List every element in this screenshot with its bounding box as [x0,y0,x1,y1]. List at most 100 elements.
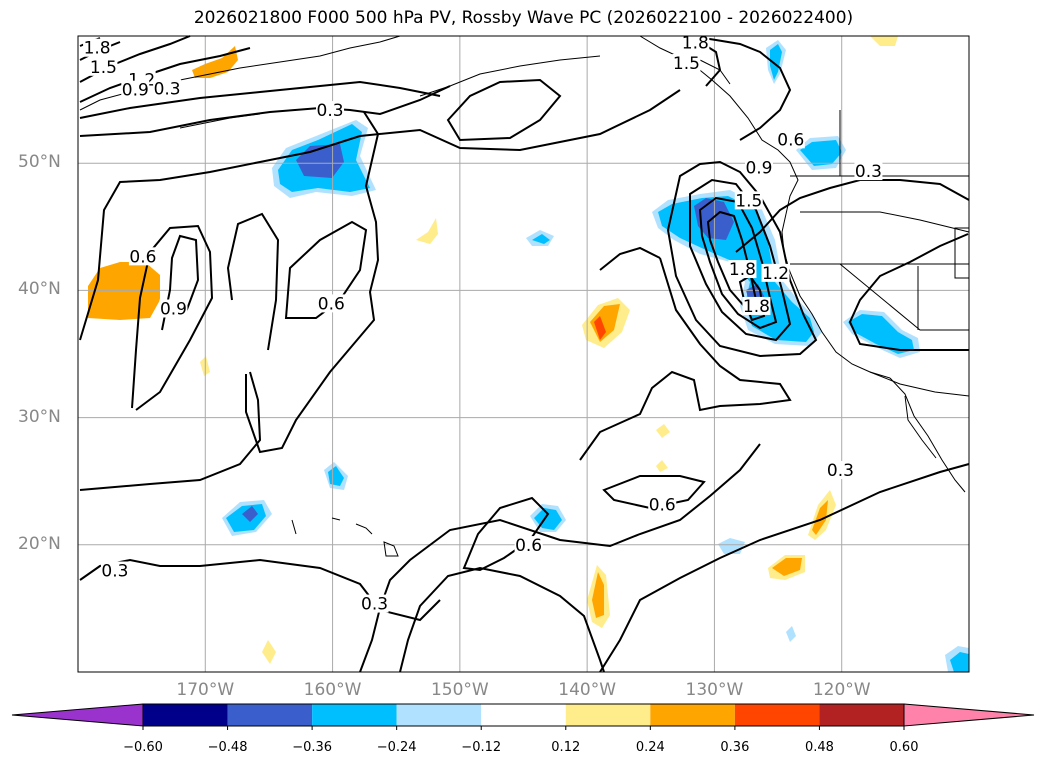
colorbar-tick-label: −0.36 [292,740,333,755]
pc-anomaly-patch [656,460,668,472]
coastline-segment [904,395,937,459]
contour-label-bg [742,296,771,315]
coastline-segment [839,263,969,331]
contour-label-bg [648,495,677,514]
latitude-label: 50°N [18,152,61,173]
latitude-label: 20°N [18,533,61,554]
contour-label-bg [681,33,710,52]
coastline-segment [291,519,297,535]
contour-label: 0.9 [745,158,772,178]
pv-contour-line [689,35,792,141]
colorbar-segment [819,704,904,726]
contour-label-bg [826,461,855,480]
colorbar [11,703,1035,730]
contour-label-bg [121,80,150,99]
colorbar-segment [481,704,566,726]
colorbar-segment [396,704,482,726]
contour-label: 0.3 [827,461,854,481]
contour-labels: 1.81.51.20.9 0.30.31.81.50.60.9 0.31.51.8 1… [83,33,883,615]
contour-label: 0.3 [855,162,882,182]
contour-label-bg [672,53,701,72]
contour-label: 1.2 [762,264,789,284]
pv-contour-line [79,371,262,491]
contour-label: 0.3 [317,101,344,121]
contour-label: 1.8 [743,297,770,317]
pv-contour-line [131,224,214,411]
pv-contour-line [379,599,441,622]
colorbar-extend-high [903,703,1035,727]
pc-anomaly-patch [656,424,670,438]
pv-contour-line [599,246,661,271]
contour-label-bg [83,38,112,57]
contour-label: 1.8 [84,39,111,59]
coastline-segment [419,55,601,97]
colorbar-segment [650,704,735,726]
longitude-label: 130°W [685,680,744,700]
pv-contour-line [359,443,761,673]
pc-anomaly-patch [812,500,828,535]
contour-label: 0.6 [129,247,156,267]
pv-contour-line [462,496,550,572]
pv-contour-line [689,178,792,342]
coastline-segment [331,517,341,521]
pc-anomaly-patch [88,262,160,320]
colorbar-segment [143,704,228,726]
contour-label: 1.5 [673,54,700,74]
pc-anomaly-patch [718,538,745,554]
pc-anomaly-patch [770,44,782,80]
pv-contour-line [79,89,681,341]
colorbar-outline [142,703,905,727]
pc-anomaly-patch [658,196,814,342]
pv-contour-line [245,111,380,454]
contour-label-bg [360,594,389,613]
longitude-label: 120°W [812,680,871,700]
pc-anomaly-patch [592,572,604,618]
pv-contour-line [79,80,441,119]
pc-anomaly-patch [950,652,969,672]
colorbar-segment [227,704,313,726]
latitude-label: 40°N [18,279,61,300]
contour-label-bg [728,260,757,279]
contour-label: 0.6 [515,536,542,556]
pc-anomaly-patch [786,626,796,642]
contour-label: 0.3 [154,79,181,99]
pv-contour-line [666,160,818,358]
colorbar-segment [312,704,397,726]
coastline-segment [800,211,970,233]
pc-shading-layer [88,36,969,672]
pv-contour-line [446,78,562,142]
coastline-segment [889,377,966,493]
pv-contour-line [848,233,969,351]
colorbar-tick-label: −0.12 [461,740,502,755]
pv-contours [79,35,970,673]
contour-label: 0.9 [160,299,187,319]
colorbar-tick-label: −0.24 [376,740,417,755]
longitude-label: 160°W [303,680,362,700]
colorbar-segment [734,704,820,726]
contour-label: 1.5 [90,58,117,78]
pv-contour-line [579,257,792,461]
pc-anomaly-patch [870,36,898,46]
contour-label-bg [316,101,345,120]
pv-contour-line [161,234,200,331]
colorbar-tick-label: 0.24 [635,740,665,755]
colorbar-extend-low [11,703,144,727]
pc-anomaly-patch [416,218,438,244]
pc-anomaly-patch [848,314,914,354]
pc-anomaly-patch [242,506,258,522]
figure-title: 2026021800 F000 500 hPa PV, Rossby Wave … [193,8,854,28]
pc-anomaly-patch [532,234,550,244]
contour-label: 0.6 [777,130,804,150]
contour-label: 0.6 [649,495,676,515]
contour-label: 1.8 [682,34,709,54]
pc-anomaly-patch [262,640,276,664]
pv-contour-line [735,179,970,253]
contour-label-bg [89,57,118,76]
contour-label-bg [744,158,773,177]
coastline-segment [79,35,401,111]
colorbar-tick-label: 0.12 [551,740,581,755]
gridlines [78,36,969,672]
longitude-label: 170°W [176,680,235,700]
coastline-segment [355,523,373,535]
